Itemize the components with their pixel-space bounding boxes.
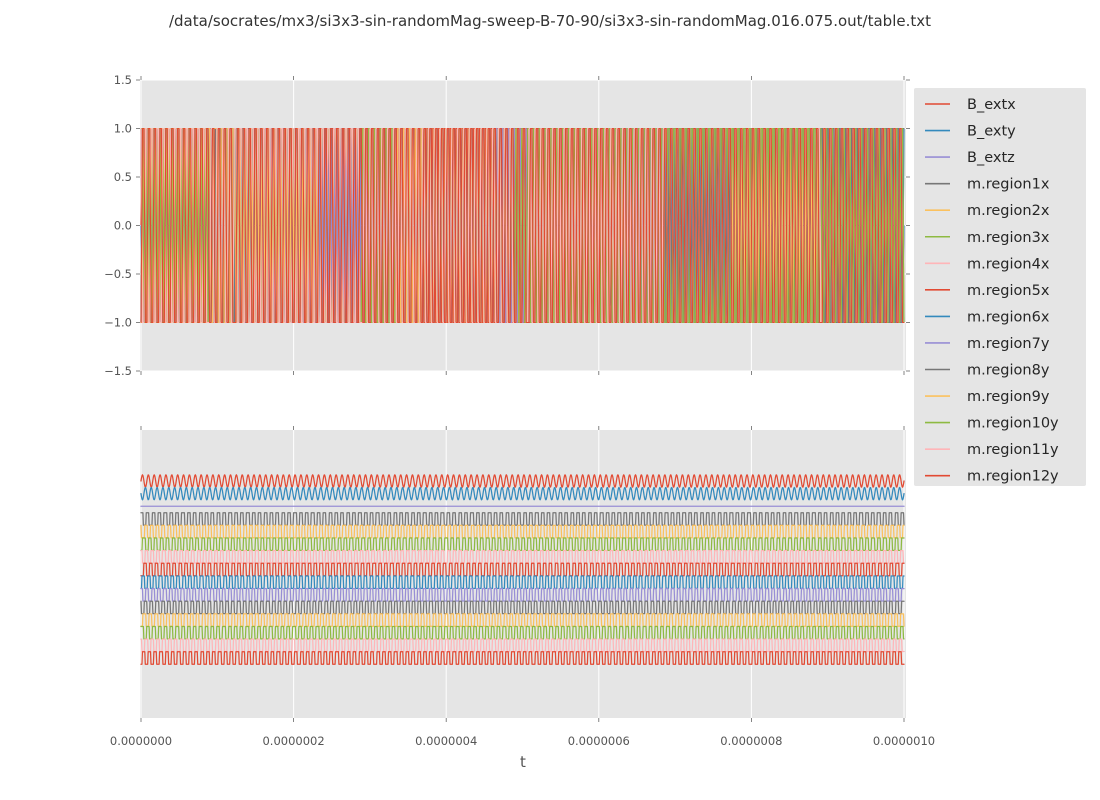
legend-label: B_extz	[967, 150, 1015, 166]
legend-label: B_extx	[967, 97, 1016, 113]
plot-render-root: 1.5 1.0 0.5 0.0 −0.5 −1.0 −1.5 0.0000000 0.00000…	[104, 73, 1086, 748]
legend-label: m.region2x	[967, 203, 1050, 219]
plot-title: /data/socrates/mx3/si3x3-sin-randomMag-s…	[169, 12, 931, 30]
y-tick-label: −1.5	[104, 364, 132, 378]
y-tick-label: 0.0	[114, 219, 132, 233]
legend-label: m.region5x	[967, 283, 1050, 299]
legend-label: m.region10y	[967, 416, 1059, 432]
y-tick-label: 0.5	[114, 170, 132, 184]
legend-label: m.region12y	[967, 469, 1059, 485]
y-tick-label: −0.5	[104, 267, 132, 281]
y-tick-label: 1.5	[114, 73, 132, 87]
legend-label: m.region6x	[967, 309, 1050, 325]
legend-label: B_exty	[967, 124, 1016, 140]
legend-label: m.region11y	[967, 442, 1059, 458]
y-tick-label: 1.0	[114, 122, 132, 136]
x-tick-label: 0.0000002	[262, 734, 324, 748]
series-line-stacked-m.region3x	[140, 537, 905, 552]
legend-label: m.region7y	[967, 336, 1050, 352]
series-line-stacked-m.region9y	[140, 613, 905, 627]
legend-label: m.region4x	[967, 256, 1050, 272]
y-tick-label: −1.0	[104, 316, 132, 330]
x-tick-label: 0.0000004	[415, 734, 477, 748]
legend-label: m.region9y	[967, 389, 1050, 405]
series-line-stacked-B_exty	[140, 486, 905, 501]
series-line-stacked-B_extx	[140, 474, 905, 488]
legend	[914, 88, 1086, 486]
series-line-stacked-m.region6x	[140, 575, 905, 589]
x-tick-label: 0.0000000	[110, 734, 172, 748]
legend-label: m.region3x	[967, 230, 1050, 246]
series-line-stacked-m.region12y	[140, 651, 905, 665]
legend-label: m.region1x	[967, 177, 1050, 193]
x-tick-label: 0.0000008	[720, 734, 782, 748]
series-line-overlay-m.region12y	[140, 127, 905, 324]
legend-label: m.region8y	[967, 363, 1050, 379]
x-axis-label: t	[520, 753, 526, 771]
x-tick-label: 0.0000006	[568, 734, 630, 748]
x-tick-label: 0.0000010	[873, 734, 935, 748]
